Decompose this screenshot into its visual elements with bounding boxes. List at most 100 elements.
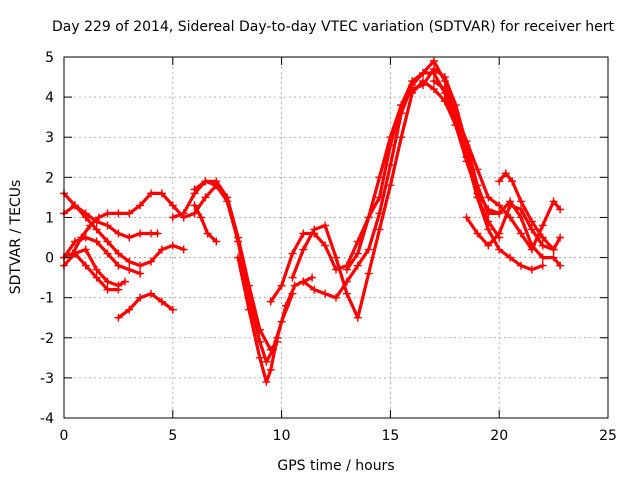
data-point — [538, 221, 547, 230]
data-point — [114, 229, 123, 238]
data-point — [201, 177, 210, 186]
data-series — [168, 177, 282, 354]
data-point — [397, 101, 406, 110]
data-point — [179, 209, 188, 218]
series-line — [432, 79, 562, 252]
data-point — [538, 233, 547, 242]
data-point — [86, 221, 95, 230]
data-point — [266, 365, 275, 374]
x-tick-label: 25 — [599, 428, 617, 444]
data-point — [501, 169, 510, 178]
data-series — [234, 253, 317, 386]
data-point — [203, 229, 212, 238]
data-point — [364, 269, 373, 278]
data-point — [429, 57, 438, 66]
series-line — [62, 191, 186, 268]
data-point — [332, 253, 340, 262]
data-point — [197, 213, 206, 222]
data-series — [429, 77, 565, 254]
data-point — [506, 201, 515, 210]
data-series — [190, 201, 221, 246]
data-point — [157, 189, 166, 198]
data-point — [277, 281, 286, 290]
data-point — [103, 209, 112, 218]
data-point — [484, 241, 493, 250]
data-point — [125, 305, 134, 314]
data-point — [556, 233, 565, 242]
grid — [64, 57, 608, 418]
data-point — [527, 245, 536, 254]
data-point — [506, 253, 515, 262]
data-point — [386, 133, 395, 142]
data-point — [310, 225, 319, 234]
data-point — [125, 233, 134, 242]
data-point — [506, 213, 515, 222]
data-point — [255, 353, 264, 362]
data-point — [120, 277, 129, 286]
data-point — [429, 65, 438, 74]
series-line — [236, 256, 314, 384]
data-point — [281, 301, 290, 310]
data-series — [342, 65, 565, 274]
data-point — [440, 85, 449, 94]
data-point — [168, 241, 177, 250]
data-point — [234, 253, 243, 262]
data-point — [549, 197, 558, 206]
data-point — [244, 305, 253, 314]
x-axis-label: GPS time / hours — [277, 458, 394, 474]
data-point — [157, 297, 166, 306]
data-point — [375, 209, 384, 218]
data-point — [538, 261, 547, 270]
data-point — [516, 197, 525, 206]
data-point — [81, 245, 90, 254]
data-point — [386, 181, 395, 190]
data-point — [375, 225, 384, 234]
data-point — [353, 313, 362, 322]
x-tick-label: 10 — [273, 428, 291, 444]
data-point — [495, 209, 504, 218]
data-point — [136, 293, 145, 302]
data-point — [527, 265, 536, 274]
data-point — [223, 197, 232, 206]
data-point — [495, 201, 504, 210]
data-point — [114, 249, 123, 258]
data-point — [462, 213, 471, 222]
series-line — [116, 292, 175, 320]
data-point — [92, 225, 101, 234]
data-point — [299, 229, 308, 238]
data-point — [168, 305, 177, 314]
data-series — [60, 201, 162, 242]
data-point — [353, 261, 362, 270]
data-point — [212, 181, 221, 190]
data-point — [125, 265, 134, 274]
data-point — [310, 285, 319, 294]
data-point — [495, 229, 504, 238]
data-point — [266, 297, 275, 306]
y-tick-label: -4 — [40, 411, 54, 427]
data-point — [136, 261, 145, 270]
data-point — [81, 261, 90, 270]
y-tick-label: 1 — [45, 210, 54, 226]
data-series — [288, 77, 504, 322]
data-point — [364, 213, 373, 222]
data-point — [556, 261, 565, 270]
series-line — [465, 203, 562, 252]
data-point — [136, 229, 145, 238]
data-point — [451, 121, 460, 130]
data-point — [516, 261, 525, 270]
data-point — [157, 245, 166, 254]
data-point — [168, 201, 177, 210]
data-point — [262, 377, 271, 386]
data-point — [556, 205, 565, 214]
y-tick-label: 3 — [45, 130, 54, 146]
data-point — [190, 185, 199, 194]
data-series — [495, 169, 558, 254]
data-point — [81, 209, 90, 218]
data-point — [538, 253, 547, 262]
data-point — [92, 237, 101, 246]
data-point — [473, 165, 482, 174]
data-point — [147, 257, 156, 266]
plot-frame — [63, 56, 609, 419]
data-point — [538, 241, 547, 250]
